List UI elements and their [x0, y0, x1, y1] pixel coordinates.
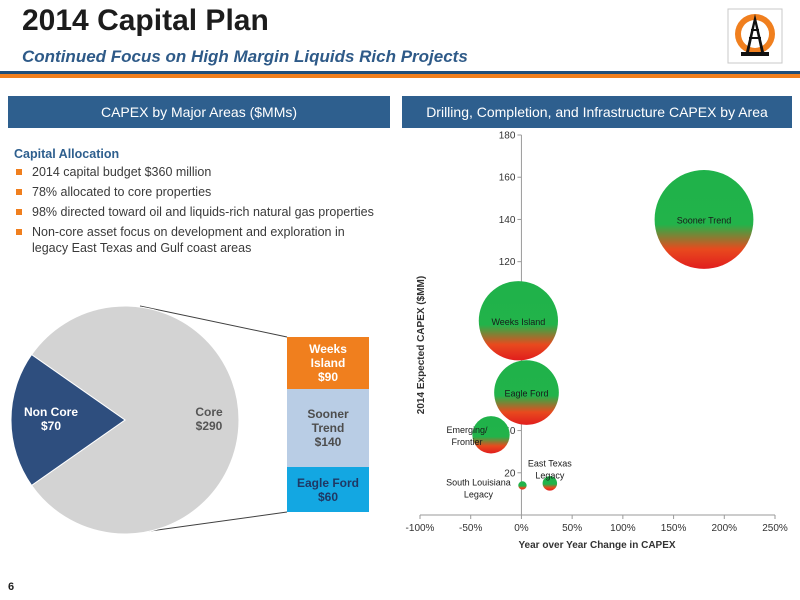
x-tick-label: 150%	[661, 523, 687, 534]
x-tick-group: -100% -50% 0% 50% 100% 150% 200% 250%	[406, 515, 788, 534]
capital-allocation-list: 2014 capital budget $360 million 78% all…	[14, 164, 374, 256]
y-tick-label: 120	[499, 257, 516, 268]
x-tick-label: -50%	[459, 523, 482, 534]
bullet-text: Non-core asset focus on development and …	[32, 225, 345, 255]
slide-title: 2014 Capital Plan	[22, 4, 269, 37]
list-item: Non-core asset focus on development and …	[14, 224, 374, 256]
bullet-marker-icon	[16, 209, 22, 215]
bubble-sooner-trend	[654, 170, 754, 269]
bubble-south-louisiana-legacy	[518, 481, 527, 490]
x-tick-label: 100%	[610, 523, 636, 534]
pie-value-core: $290	[196, 419, 223, 433]
bubble-east-texas-legacy	[542, 476, 558, 491]
bullet-marker-icon	[16, 229, 22, 235]
y-tick-label: 140	[499, 215, 516, 226]
bubble-label-south-louisiana-legacy: South Louisiana Legacy	[446, 477, 511, 499]
x-tick-label: 0%	[514, 523, 529, 534]
bullet-text: 78% allocated to core properties	[32, 185, 212, 199]
segment-label: Sooner Trend	[307, 407, 349, 435]
core-segment-sooner-trend: Sooner Trend $140	[287, 389, 369, 467]
list-item: 2014 capital budget $360 million	[14, 164, 374, 180]
header-rule-orange	[0, 74, 800, 78]
segment-value: $60	[317, 489, 339, 504]
list-item: 98% directed toward oil and liquids-rich…	[14, 204, 374, 220]
page-number: 6	[8, 581, 15, 593]
bubble-label-sooner-trend: Sooner Trend	[677, 215, 732, 225]
header-rule-blue	[0, 71, 800, 74]
core-segment-eagle-ford: Eagle Ford $60	[287, 467, 369, 512]
capex-bubble-chart: -100%-50%0%50%100%150%200%250% 204060801…	[406, 131, 788, 552]
capex-pie-chart: Non Core $70 Core $290	[10, 305, 288, 535]
pie-slice-non-core	[10, 353, 126, 487]
segment-value: $140	[314, 435, 342, 449]
bullet-text: 98% directed toward oil and liquids-rich…	[32, 205, 374, 219]
bubble-weeks-island	[478, 281, 558, 361]
bullet-text: 2014 capital budget $360 million	[32, 165, 212, 179]
bubble-label-weeks-island: Weeks Island	[491, 317, 545, 327]
capital-allocation-section: Capital Allocation 2014 capital budget $…	[14, 147, 374, 260]
breakout-line-bottom	[142, 511, 288, 533]
bubble-label-eagle-ford: Eagle Ford	[504, 389, 548, 399]
x-tick-label: 50%	[562, 523, 582, 534]
capital-allocation-heading: Capital Allocation	[14, 147, 120, 161]
list-item: 78% allocated to core properties	[14, 184, 374, 200]
x-tick-label: 250%	[762, 523, 788, 534]
core-segment-weeks-island: Weeks Island $90	[287, 337, 369, 389]
company-logo-icon	[727, 8, 783, 64]
bubble-label-group: Sooner Trend Weeks Island Eagle Ford Emergi…	[446, 215, 731, 499]
y-tick-label: 180	[499, 131, 516, 142]
bubble-group	[472, 170, 754, 491]
bubble-emerging-frontier	[472, 416, 510, 454]
x-tick-label: -100%	[406, 523, 435, 534]
pie-label-core: Core	[195, 405, 223, 419]
pie-value-non-core: $70	[41, 419, 61, 433]
y-tick-label: 160	[499, 173, 516, 184]
bullet-marker-icon	[16, 169, 22, 175]
segment-value: $90	[317, 370, 339, 384]
breakout-line-top	[139, 305, 288, 338]
capex-by-area-header: Drilling, Completion, and Infrastructure…	[402, 96, 792, 128]
y-tick-label: 20	[504, 468, 516, 479]
x-tick-label: 200%	[711, 523, 737, 534]
bubble-eagle-ford	[494, 360, 559, 425]
y-axis-title: 2014 Expected CAPEX ($MM)	[416, 276, 427, 414]
y-tick-label: 40	[504, 426, 516, 437]
bullet-marker-icon	[16, 189, 22, 195]
capex-major-areas-header: CAPEX by Major Areas ($MMs)	[8, 96, 390, 128]
bubble-label-emerging-frontier: Emerging/Frontier	[446, 425, 488, 447]
bubble-label-east-texas-legacy: East Texas Legacy	[528, 458, 572, 480]
x-axis-title: Year over Year Change in CAPEX	[518, 540, 675, 551]
pie-label-non-core: Non Core	[24, 405, 78, 419]
segment-label: Weeks Island	[309, 342, 347, 370]
pie-slice-core	[30, 305, 240, 535]
slide-subtitle: Continued Focus on High Margin Liquids R…	[22, 47, 468, 66]
segment-label: Eagle Ford	[296, 475, 359, 490]
